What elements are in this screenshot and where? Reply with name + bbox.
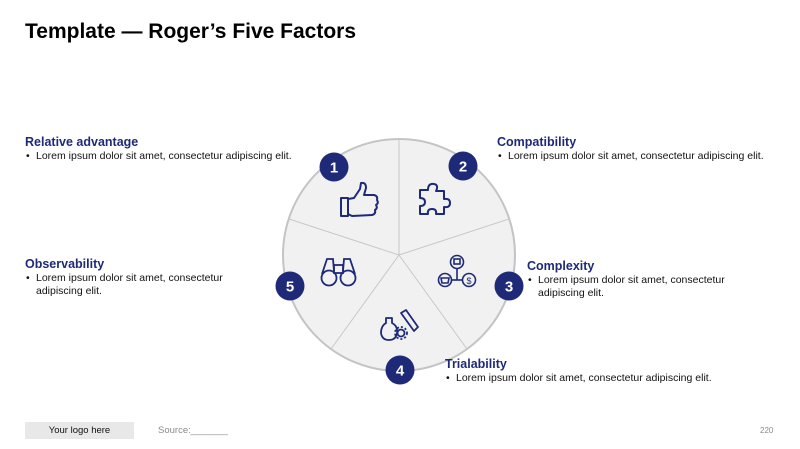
- network-icon: $: [437, 254, 477, 288]
- segment-divider: [330, 254, 400, 350]
- factor-text: Lorem ipsum dolor sit amet, consectetur …: [25, 150, 315, 163]
- factor-block-observability: Observability Lorem ipsum dolor sit amet…: [25, 257, 265, 297]
- page-title: Template — Roger’s Five Factors: [25, 20, 357, 43]
- number-badge-label: 1: [330, 160, 338, 177]
- number-badge-2: 2: [448, 151, 478, 181]
- factor-text: Lorem ipsum dolor sit amet, consectetur …: [527, 274, 757, 299]
- number-badge-label: 3: [505, 279, 513, 296]
- svg-text:$: $: [466, 276, 471, 286]
- factor-heading: Relative advantage: [25, 135, 139, 149]
- segment-divider: [288, 218, 400, 256]
- factor-text: Lorem ipsum dolor sit amet, consectetur …: [25, 272, 265, 297]
- puzzle-piece-icon: [419, 182, 451, 215]
- source-label: Source:_______: [158, 425, 228, 436]
- factor-heading: Observability: [25, 257, 105, 271]
- number-badge-4: 4: [385, 355, 415, 385]
- factor-heading: Trialability: [445, 357, 507, 371]
- segment-divider: [398, 218, 510, 256]
- factor-block-compatibility: Compatibility Lorem ipsum dolor sit amet…: [497, 135, 782, 163]
- logo-placeholder: Your logo here: [25, 422, 134, 439]
- number-badge-label: 5: [286, 279, 294, 296]
- factor-text: Lorem ipsum dolor sit amet, consectetur …: [497, 150, 782, 163]
- number-badge-label: 4: [396, 363, 405, 380]
- number-badge-3: 3: [494, 271, 524, 301]
- number-badge-5: 5: [275, 271, 305, 301]
- lab-flask-icon: [380, 309, 419, 341]
- factor-block-relative-advantage: Relative advantage Lorem ipsum dolor sit…: [25, 135, 315, 163]
- factor-block-complexity: Complexity Lorem ipsum dolor sit amet, c…: [527, 259, 757, 299]
- factor-text: Lorem ipsum dolor sit amet, consectetur …: [445, 372, 785, 385]
- binoculars-icon: [320, 258, 357, 287]
- thumbs-up-icon: [340, 181, 379, 217]
- factor-heading: Compatibility: [497, 135, 577, 149]
- number-badge-label: 2: [459, 159, 467, 176]
- factor-heading: Complexity: [527, 259, 595, 273]
- page-number: 220: [760, 426, 774, 435]
- number-badge-1: 1: [319, 152, 349, 182]
- factor-block-trialability: Trialability Lorem ipsum dolor sit amet,…: [445, 357, 785, 385]
- segment-divider: [398, 254, 468, 350]
